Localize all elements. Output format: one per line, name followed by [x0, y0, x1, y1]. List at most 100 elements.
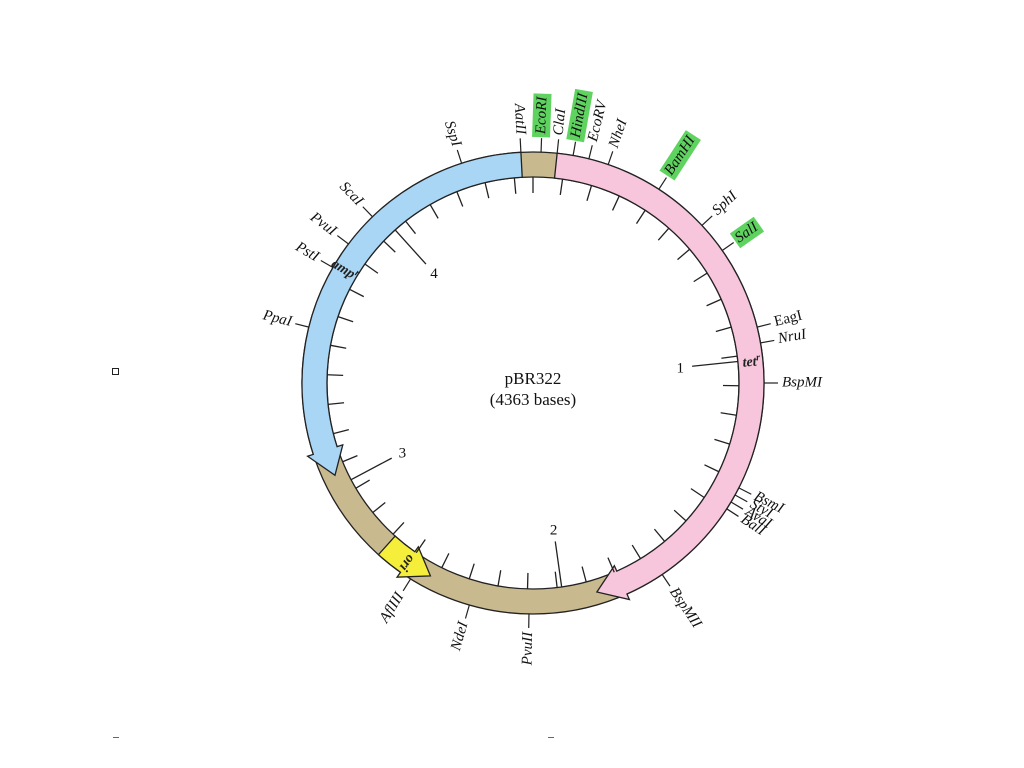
scale-tick	[456, 191, 464, 207]
site-leader	[519, 138, 522, 153]
scale-tick	[611, 195, 620, 211]
scale-tick	[706, 298, 722, 307]
site-label: PvuI	[306, 209, 340, 240]
scale-tick	[405, 220, 417, 235]
site-label: EcoRI	[533, 95, 550, 135]
scale-tick	[581, 566, 587, 583]
site-ndei: NdeI	[448, 604, 472, 653]
site-bspmii: BspMII	[661, 574, 705, 632]
site-leader	[556, 139, 560, 154]
site-leader	[464, 604, 470, 619]
site-leader	[588, 145, 593, 160]
position-mark-line	[350, 457, 393, 481]
scale-tick	[631, 544, 642, 560]
site-pvui: PvuI	[306, 209, 349, 245]
scale-tick	[657, 227, 670, 241]
site-bamhi: BamHI	[658, 130, 701, 190]
site-leader	[456, 149, 463, 164]
tet-gene-label: tetr	[742, 352, 762, 371]
site-sali: SalI	[721, 216, 765, 251]
scale-tick	[364, 263, 379, 274]
site-pvuii: PvuII	[519, 613, 536, 667]
site-sphi: SphI	[701, 187, 741, 226]
site-label: SspI	[441, 119, 465, 149]
scale-tick	[468, 563, 475, 580]
site-afliii: AflIII	[376, 578, 412, 627]
position-mark-line	[394, 229, 427, 265]
site-label: NdeI	[448, 619, 472, 653]
site-nhei: NheI	[606, 116, 631, 165]
ori-segment	[377, 535, 432, 578]
site-leader	[572, 141, 577, 156]
scale-tick	[653, 528, 666, 542]
site-leader	[721, 241, 735, 251]
slide-marker-bottom-left	[113, 737, 119, 740]
scale-tick	[586, 185, 593, 202]
site-leader	[701, 215, 713, 226]
scale-tick	[607, 557, 615, 573]
position-mark-label: 4	[430, 266, 438, 282]
scale-tick	[673, 509, 687, 522]
site-label: PvuII	[519, 631, 536, 667]
site-leader	[362, 206, 373, 218]
site-leader	[336, 235, 349, 245]
site-nrui: NruI	[760, 326, 808, 347]
scale-tick	[355, 479, 370, 489]
scale-tick	[441, 553, 450, 568]
site-leader	[402, 578, 412, 592]
site-sspi: SspI	[441, 119, 465, 164]
slide-marker	[112, 368, 119, 375]
scale-tick	[342, 454, 358, 463]
scale-tick	[559, 179, 564, 196]
site-label: ScaI	[336, 179, 367, 210]
scale-tick	[704, 464, 720, 473]
scale-tick	[720, 412, 737, 416]
scale-tick	[429, 204, 439, 219]
site-leader	[760, 339, 775, 344]
site-label: NruI	[776, 326, 809, 347]
site-label: AatII	[511, 102, 529, 136]
site-label: PstI	[292, 238, 323, 265]
scale-tick	[337, 316, 354, 323]
site-label: EagI	[773, 308, 804, 330]
site-label: AflIII	[376, 589, 408, 627]
site-psti: PstI	[292, 238, 334, 269]
scale-tick	[328, 402, 345, 406]
site-label: SphI	[709, 187, 741, 218]
scale-tick	[693, 272, 708, 283]
site-scai: ScaI	[336, 179, 373, 218]
site-highlight	[532, 93, 552, 138]
position-mark-label: 1	[676, 361, 684, 377]
site-leader	[738, 487, 752, 495]
plasmid-size: (4363 bases)	[490, 390, 576, 409]
scale-tick	[392, 522, 405, 535]
site-leader	[295, 323, 310, 328]
scale-tick	[690, 488, 705, 499]
position-mark-label: 2	[550, 523, 558, 539]
position-mark-line	[692, 360, 738, 367]
site-leader	[734, 494, 748, 503]
site-hindiii: HindIII	[566, 88, 593, 156]
site-leader	[658, 177, 667, 190]
site-highlight	[729, 216, 765, 249]
slide-marker-bottom-mid	[548, 737, 554, 740]
site-label: NheI	[606, 116, 631, 151]
scale-tick	[484, 182, 490, 199]
amp-gene-segment	[301, 151, 523, 477]
site-leader	[730, 501, 744, 510]
scale-tick	[513, 177, 517, 194]
scale-tick	[714, 438, 730, 445]
tet-gene-segment	[553, 152, 765, 601]
site-leader	[320, 259, 334, 269]
scale-tick	[327, 374, 344, 377]
site-highlight	[566, 88, 593, 143]
scale-tick	[383, 240, 396, 253]
site-leader	[661, 574, 671, 587]
site-ppai: PpaI	[260, 307, 310, 330]
scale-tick	[415, 539, 426, 554]
scale-tick	[349, 288, 365, 298]
site-ecori: EcoRI	[532, 93, 552, 153]
position-marks: 1 2 3 4	[350, 229, 738, 588]
site-leader	[756, 323, 771, 328]
